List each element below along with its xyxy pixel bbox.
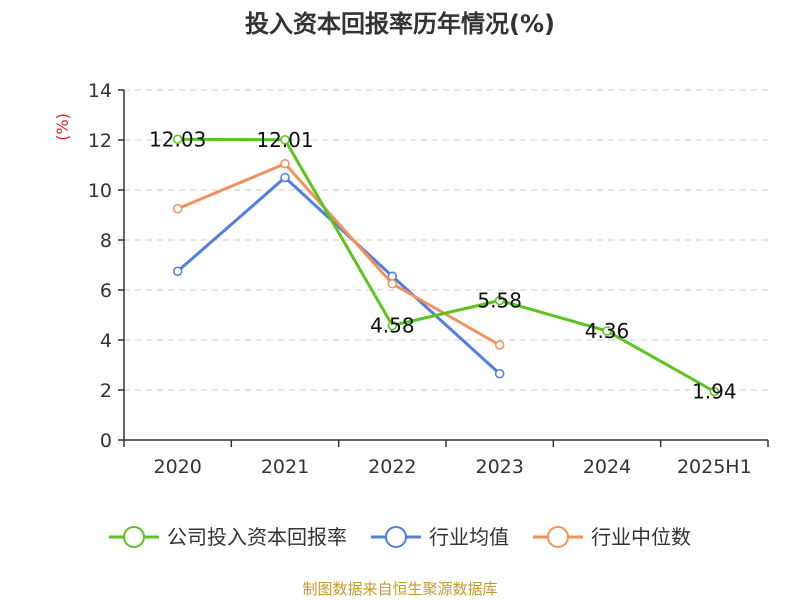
legend-label: 公司投入资本回报率: [167, 525, 347, 549]
legend-label: 行业均值: [429, 525, 509, 549]
axes: [123, 90, 768, 441]
series-line-1: [176, 176, 501, 375]
data-label: 12.03: [149, 127, 206, 151]
x-tick-label: 2021: [261, 456, 309, 478]
data-point-0: [709, 386, 720, 397]
data-point-1: [280, 172, 290, 183]
legend: 公司投入资本回报率 行业均值 行业中位数: [109, 525, 691, 549]
data-point-2: [494, 340, 505, 350]
data-label: 5.58: [477, 289, 522, 313]
y-axis-label: (%): [53, 113, 72, 141]
legend-item-0: 公司投入资本回报率: [109, 525, 347, 549]
series-line-2: [177, 162, 501, 347]
x-tick-label: 2025H1: [677, 456, 752, 478]
data-point-0: [387, 320, 398, 331]
x-tick-label: 2022: [368, 456, 416, 478]
chart-title: 投入资本回报率历年情况(%): [245, 10, 555, 38]
legend-symbol-marker: [123, 526, 145, 548]
series-line-0: [177, 137, 716, 393]
x-tick-label: 2024: [583, 456, 631, 478]
legend-item-1: 行业均值: [371, 525, 509, 549]
y-tick-label: 0: [100, 430, 112, 452]
data-point-1: [494, 369, 505, 379]
data-point-2: [280, 159, 290, 169]
source-note: 制图数据来自恒生聚源数据库: [302, 580, 497, 598]
x-tick-label: 2023: [475, 456, 523, 478]
legend-symbol-marker: [385, 526, 407, 548]
data-labels: 12.03 12.01 4.58 5.58 4.36 1.94: [149, 127, 737, 403]
data-point-0: [280, 135, 290, 145]
data-label: 12.01: [256, 128, 313, 152]
x-axis-ticks: 2020 2021 2022 2023 2024 2025H1: [123, 440, 769, 478]
data-point-2: [387, 279, 398, 289]
y-axis-ticks: 0 2 4 6 8 10 12 14: [88, 80, 124, 452]
x-tick-label: 2020: [153, 456, 201, 478]
gridlines: [124, 89, 768, 391]
y-tick-label: 10: [88, 180, 112, 202]
series-group: [172, 134, 720, 397]
data-point-1: [172, 266, 183, 276]
data-point-0: [602, 326, 612, 336]
data-label: 4.58: [370, 314, 415, 338]
data-point-2: [172, 204, 183, 214]
data-label: 4.36: [585, 319, 630, 343]
data-point-0: [172, 134, 183, 144]
legend-item-2: 行业中位数: [533, 525, 691, 549]
y-tick-label: 14: [88, 80, 112, 102]
y-tick-label: 12: [88, 130, 112, 152]
y-tick-label: 6: [100, 280, 112, 302]
legend-label: 行业中位数: [591, 525, 691, 549]
y-tick-label: 2: [100, 380, 112, 402]
y-tick-label: 8: [100, 230, 112, 252]
data-label: 1.94: [692, 380, 737, 404]
legend-symbol-marker: [547, 526, 569, 548]
y-tick-label: 4: [100, 330, 112, 352]
data-point-0: [494, 295, 505, 306]
